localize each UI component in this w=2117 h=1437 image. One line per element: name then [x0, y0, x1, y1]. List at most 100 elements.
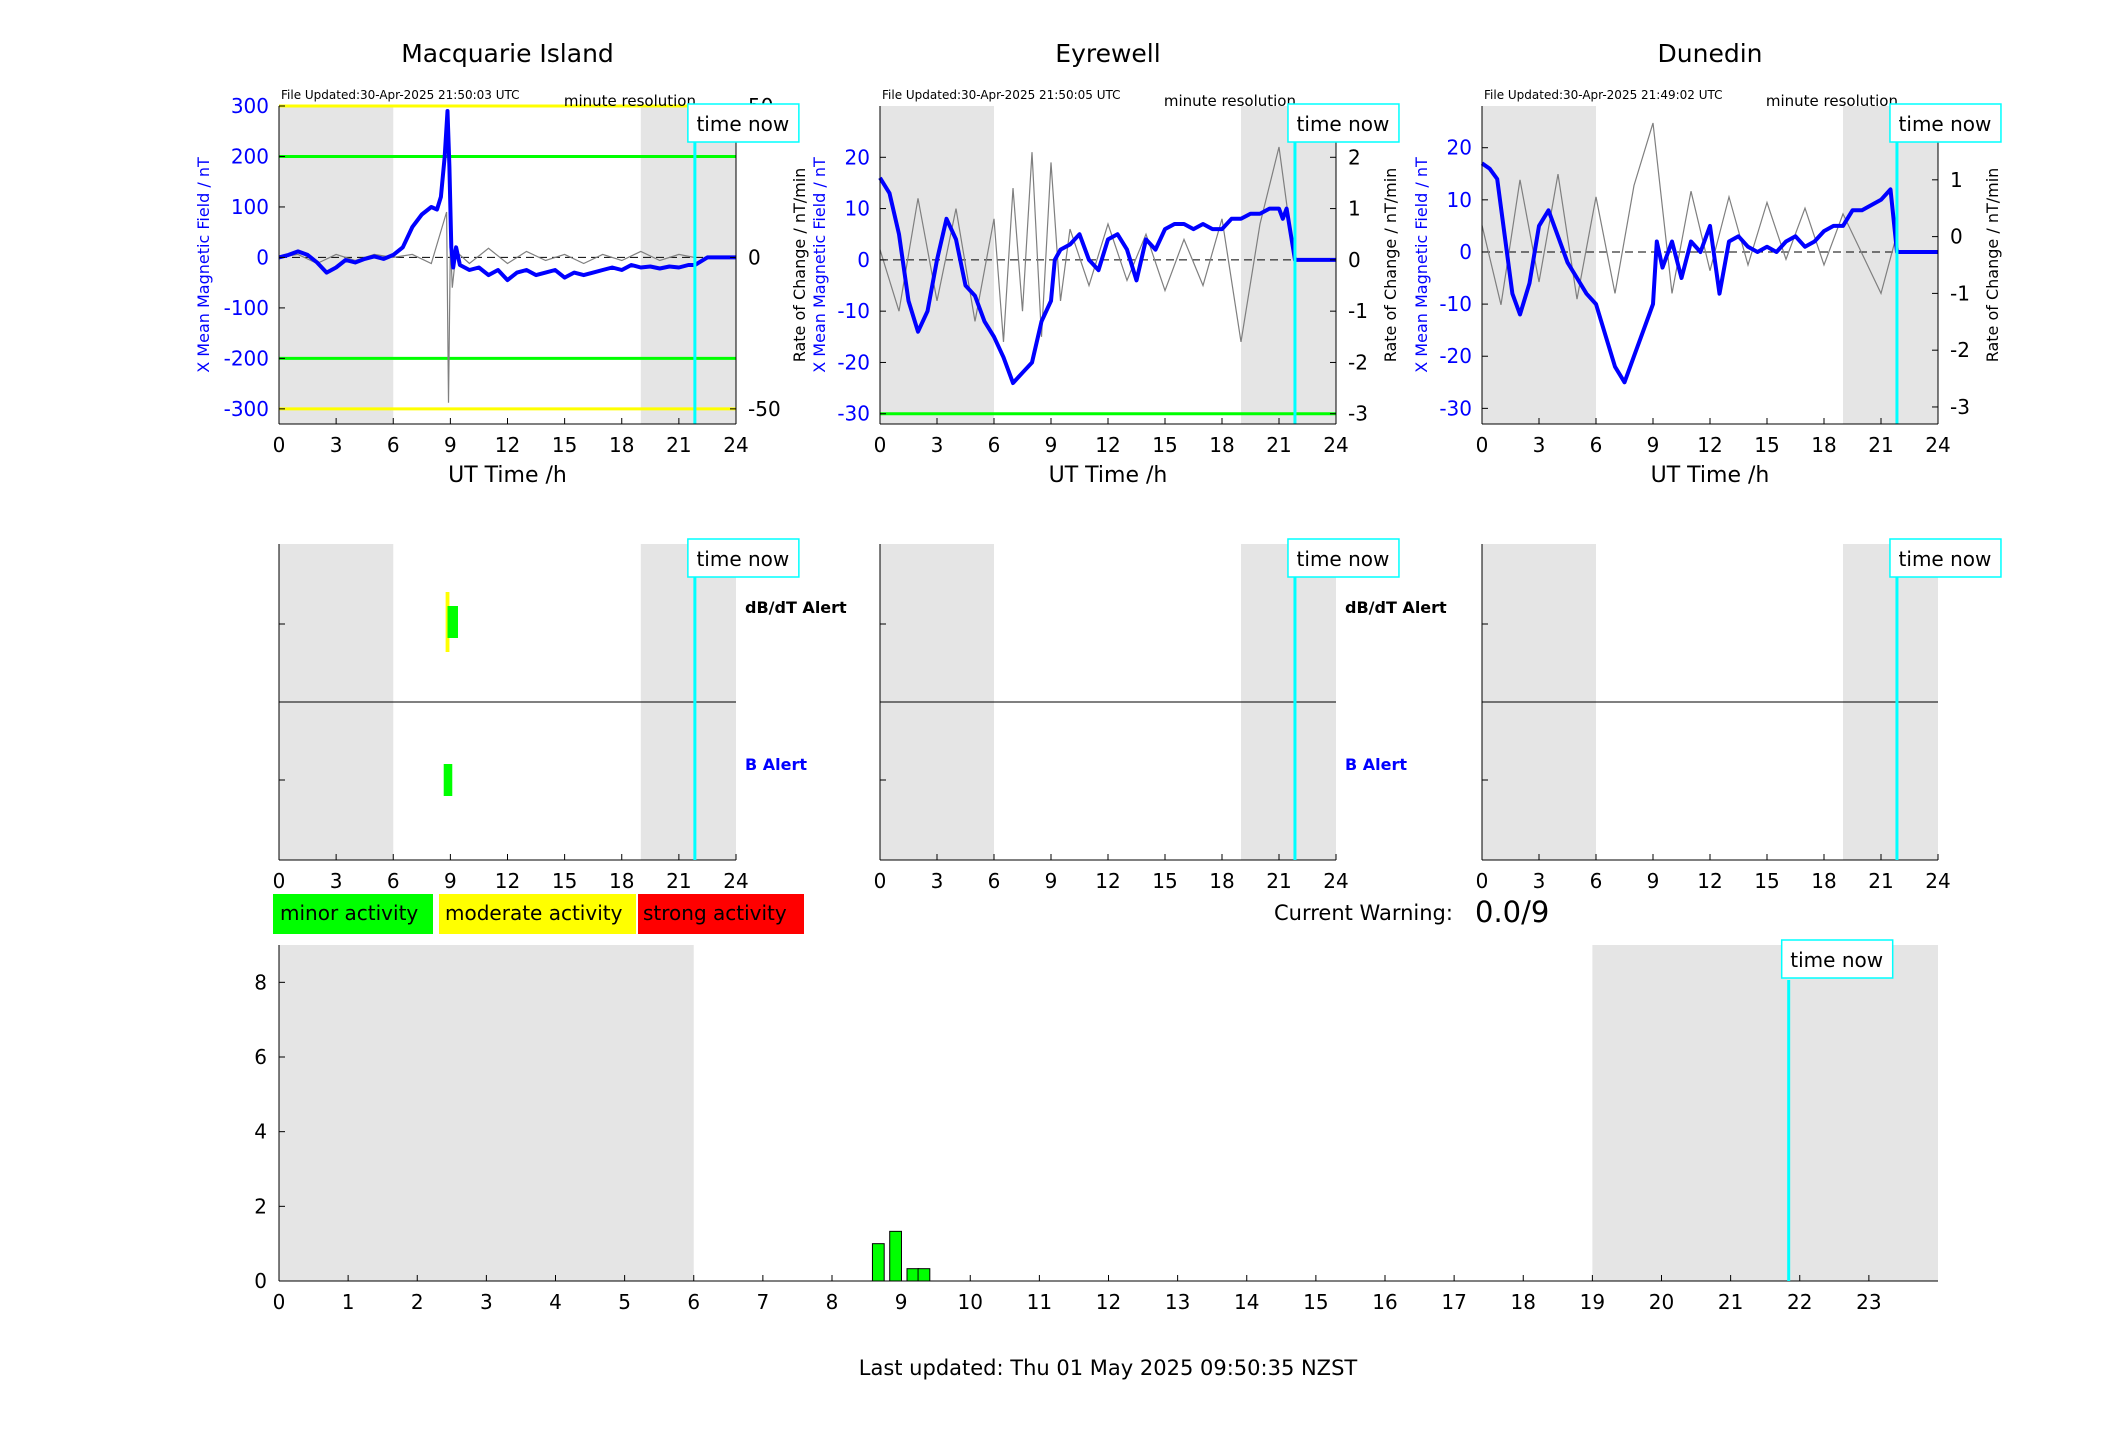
y2-tick-label: 1 [1348, 197, 1361, 221]
x-tick-label: 4 [549, 1290, 562, 1314]
x-tick-label: 13 [1165, 1290, 1190, 1314]
x-tick-label: 6 [988, 433, 1001, 457]
x-tick-label: 20 [1649, 1290, 1674, 1314]
y2-axis-label: Rate of Change / nT/min [1381, 168, 1400, 363]
last-updated: Last updated: Thu 01 May 2025 09:50:35 N… [859, 1356, 1358, 1380]
x-tick-label: 12 [495, 433, 520, 457]
time-now-box [1889, 103, 2002, 143]
magnetic-field-line [278, 109, 736, 283]
x-tick-label: 9 [444, 433, 457, 457]
time-now-box [1287, 103, 1400, 143]
x-tick-label: 0 [1476, 433, 1489, 457]
x-tick-label: 15 [1754, 869, 1779, 893]
y-tick-label: -10 [1439, 292, 1472, 316]
y2-tick-label: -3 [1950, 395, 1970, 419]
x-tick-label: 0 [874, 433, 887, 457]
y-tick-label: 4 [254, 1120, 267, 1144]
y-tick-label: 0 [256, 245, 269, 269]
x-tick-label: 9 [444, 869, 457, 893]
x-tick-label: 3 [330, 433, 343, 457]
x-tick-label: 19 [1580, 1290, 1605, 1314]
legend-minor-swatch [273, 894, 433, 934]
resolution-label: minute resolution [564, 92, 696, 110]
x-tick-label: 12 [1697, 869, 1722, 893]
x-tick-label: 3 [1533, 869, 1546, 893]
time-now-box [687, 103, 800, 143]
y-tick-label: 2 [254, 1194, 267, 1218]
legend-strong-swatch [638, 894, 804, 934]
x-axis-label: UT Time /h [448, 463, 567, 488]
x-tick-label: 12 [1095, 869, 1120, 893]
x-tick-label: 3 [931, 869, 944, 893]
x-tick-label: 0 [273, 433, 286, 457]
rate-of-change-line [879, 146, 1295, 342]
time-now-box [687, 538, 800, 578]
dunedin-alert-chart: 0 3 6 9 12 15 18 21 24 time now [1476, 538, 2002, 893]
warning-bar [871, 1243, 885, 1282]
x-tick-label: 24 [723, 869, 748, 893]
y2-tick-label: -2 [1950, 338, 1970, 362]
x-tick-label: 23 [1856, 1290, 1881, 1314]
y2-tick-label: 1 [1950, 168, 1963, 192]
x-tick-label: 22 [1787, 1290, 1812, 1314]
file-updated: File Updated:30-Apr-2025 21:50:03 UTC [281, 88, 520, 102]
eyrewell-alert-chart: 0 3 6 9 12 15 18 21 24 time now dB/dT Alert B Alert [874, 538, 1447, 893]
x-tick-label: 1 [342, 1290, 355, 1314]
y-tick-label: 0 [1459, 240, 1472, 264]
x-tick-label: 24 [1925, 433, 1950, 457]
station-title: Macquarie Island [401, 39, 614, 68]
x-tick-label: 0 [874, 869, 887, 893]
time-now-box [1287, 538, 1400, 578]
x-tick-label: 21 [666, 869, 691, 893]
current-warning: Current Warning: 0.0/9 [1274, 895, 1549, 929]
x-tick-label: 8 [826, 1290, 839, 1314]
x-tick-label: 9 [1045, 869, 1058, 893]
resolution-label: minute resolution [1766, 92, 1898, 110]
y-tick-label: -30 [1439, 396, 1472, 420]
night-shading [1843, 106, 1938, 424]
y2-tick-label: 0 [748, 245, 761, 269]
x-tick-label: 3 [931, 433, 944, 457]
x-tick-label: 18 [609, 433, 634, 457]
time-now-box [1889, 538, 2002, 578]
night-shading [1482, 106, 1596, 424]
x-tick-label: 0 [1476, 869, 1489, 893]
y2-axis-label-left: Rate of Change / nT/min [790, 168, 809, 363]
x-tick-label: 14 [1234, 1290, 1259, 1314]
x-tick-label: 24 [1323, 869, 1348, 893]
rate-of-change-line [1481, 122, 1897, 305]
x-tick-label: 21 [666, 433, 691, 457]
y2-tick-label: 0 [1950, 225, 1963, 249]
x-tick-label: 21 [1868, 869, 1893, 893]
x-tick-label: 24 [723, 433, 748, 457]
time-now-box [1780, 939, 1894, 979]
y-tick-label: -20 [1439, 344, 1472, 368]
y-tick-label: -200 [224, 346, 269, 370]
x-tick-label: 18 [1209, 869, 1234, 893]
legend-moderate-swatch [439, 894, 636, 934]
time-now-label: time now [1790, 948, 1883, 972]
x-tick-label: 17 [1441, 1290, 1466, 1314]
y2-tick-label: 2 [1348, 145, 1361, 169]
x-tick-label: 15 [552, 433, 577, 457]
x-tick-label: 6 [387, 433, 400, 457]
legend-minor-label: minor activity [280, 901, 418, 925]
alert-segment-minor [447, 606, 458, 638]
x-tick-label: 15 [1754, 433, 1779, 457]
night-shading [1241, 106, 1336, 424]
x-tick-label: 3 [330, 869, 343, 893]
x-tick-label: 18 [1811, 433, 1836, 457]
x-tick-label: 21 [1868, 433, 1893, 457]
y-axis-label: X Mean Magnetic Field / nT [1412, 157, 1431, 373]
b-alert-label: B Alert [1345, 755, 1407, 774]
x-tick-label: 9 [1045, 433, 1058, 457]
x-tick-label: 6 [687, 1290, 700, 1314]
x-tick-label: 9 [1647, 433, 1660, 457]
x-tick-label: 3 [480, 1290, 493, 1314]
y2-tick-label: -3 [1348, 402, 1368, 426]
db-dt-alert-label: dB/dT Alert [745, 598, 847, 617]
